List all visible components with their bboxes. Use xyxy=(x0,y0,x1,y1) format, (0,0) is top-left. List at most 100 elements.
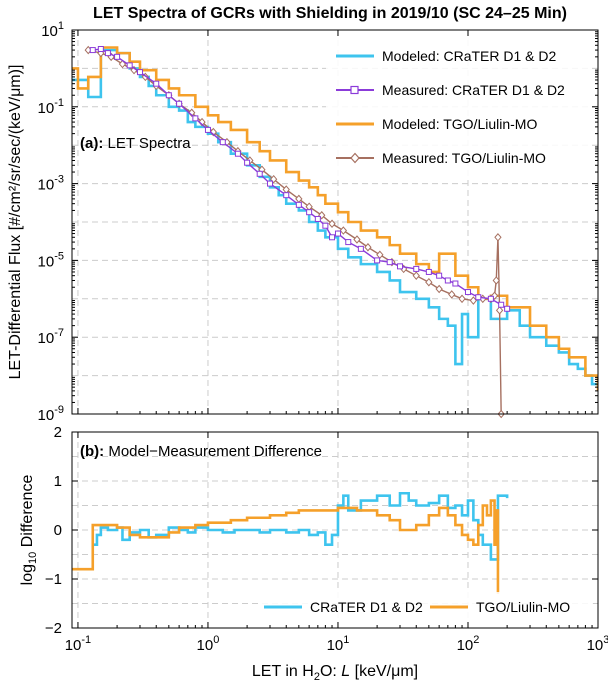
data-point-measured-tgo xyxy=(412,271,420,280)
legend-a-label: Measured: TGO/Liulin-MO xyxy=(382,150,546,166)
x-label-mid: O: xyxy=(320,663,341,680)
panel-a-label-text: LET Spectra xyxy=(103,135,191,152)
x-label-end: [keV/μm] xyxy=(350,663,418,680)
series-a xyxy=(72,45,598,419)
x-tick-label-base: 10 xyxy=(327,637,344,654)
legend-a-items: Modeled: CRaTER D1 & D2 Measured: CRaTER … xyxy=(336,48,565,166)
x-label-italic: L xyxy=(341,663,350,680)
data-point-measured-tgo xyxy=(458,294,466,304)
y-tick-label-a-base: 10 xyxy=(38,100,55,117)
x-label-main: LET in H xyxy=(252,663,314,680)
y-tick-label-a-base: 10 xyxy=(38,330,55,347)
y-tick-label-b: −1 xyxy=(45,571,62,588)
data-point-measured-crater xyxy=(357,245,364,252)
data-point-measured-tgo xyxy=(376,250,384,260)
data-point-measured-crater xyxy=(413,265,420,272)
y-tick-label-a-exp: -3 xyxy=(54,174,64,186)
data-point-measured-crater xyxy=(219,139,226,146)
data-point-measured-crater xyxy=(165,92,172,99)
data-point-measured-crater xyxy=(266,180,273,187)
legend-a-label: Measured: CRaTER D1 & D2 xyxy=(382,82,565,98)
legend-b: CRaTER D1 & D2 TGO/Liulin-MO xyxy=(258,592,593,622)
data-point-measured-crater xyxy=(444,277,451,284)
x-tick-label-exp: -1 xyxy=(81,634,91,646)
y-tick-label-a-exp: -1 xyxy=(54,97,64,109)
legend-a-marker-diamond xyxy=(350,152,360,164)
data-point-measured-tgo xyxy=(425,277,433,287)
data-point-measured-tgo xyxy=(209,127,218,137)
data-point-measured-crater xyxy=(322,222,329,229)
data-point-measured-tgo xyxy=(495,306,504,315)
y-tick-label-a: 10-7 xyxy=(38,327,64,347)
data-point-measured-crater xyxy=(283,192,290,199)
data-point-measured-crater xyxy=(136,69,143,76)
x-tick-label-base: 10 xyxy=(197,637,214,654)
data-point-measured-tgo xyxy=(353,235,361,244)
x-axis-label: LET in H2O: L [keV/μm] xyxy=(252,663,418,683)
y-tick-label-b: 1 xyxy=(54,473,62,490)
y-tick-label-b: 0 xyxy=(54,522,62,539)
x-tick-label-exp: 2 xyxy=(473,634,479,646)
x-tick-label-base: 10 xyxy=(457,637,474,654)
x-tick-label-exp: 0 xyxy=(213,634,219,646)
data-point-measured-crater xyxy=(153,80,160,87)
data-point-measured-crater xyxy=(425,268,432,275)
data-point-measured-crater xyxy=(234,150,241,157)
x-label-sub: 2 xyxy=(314,671,320,683)
data-point-measured-tgo xyxy=(269,174,278,184)
series-line-b-1 xyxy=(72,499,500,594)
data-point-measured-crater xyxy=(204,126,211,133)
series-line-a-0 xyxy=(72,48,598,388)
y-tick-label-b: 2 xyxy=(54,424,62,441)
data-point-measured-crater xyxy=(176,100,183,107)
data-point-measured-crater xyxy=(104,50,111,57)
legend-a-label: Modeled: TGO/Liulin-MO xyxy=(382,116,537,132)
x-tick-label-exp: 1 xyxy=(343,634,349,646)
data-point-measured-crater xyxy=(386,259,393,266)
y-label-b-prefix: log xyxy=(19,564,36,585)
legend-a-label: Modeled: CRaTER D1 & D2 xyxy=(382,48,557,64)
data-point-measured-crater xyxy=(306,209,313,216)
data-point-measured-crater xyxy=(452,280,459,287)
data-point-measured-crater xyxy=(114,53,121,60)
data-point-measured-tgo xyxy=(141,72,150,82)
data-point-measured-crater xyxy=(126,62,133,69)
series-b xyxy=(72,491,509,594)
y-tick-label-a-base: 10 xyxy=(41,23,58,40)
y-tick-label-a-exp: -5 xyxy=(54,250,64,262)
panel-b-label-bold: (b): xyxy=(80,443,104,460)
panel-a-label-bold: (a): xyxy=(80,135,103,152)
data-point-measured-crater xyxy=(487,295,494,302)
data-point-measured-crater xyxy=(329,234,336,241)
data-point-measured-crater xyxy=(504,305,511,312)
data-point-measured-crater xyxy=(374,257,381,264)
data-point-measured-crater xyxy=(314,215,321,222)
data-point-measured-crater xyxy=(192,115,199,122)
y-tick-label-b: −2 xyxy=(45,620,62,637)
legend-b-label: TGO/Liulin-MO xyxy=(476,599,570,615)
x-tick-label-exp: 3 xyxy=(603,634,608,646)
panel-b-label: (b): Model−Measurement Difference xyxy=(80,443,322,460)
x-tick-label-base: 10 xyxy=(65,637,82,654)
y-tick-label-a: 10-9 xyxy=(38,404,64,424)
data-point-measured-crater xyxy=(436,272,443,279)
series-line-b-0 xyxy=(92,491,509,561)
data-point-measured-tgo xyxy=(364,242,372,252)
data-point-measured-tgo xyxy=(490,291,499,301)
panel-b-label-text: Model−Measurement Difference xyxy=(104,443,322,460)
chart-title: LET Spectra of GCRs with Shielding in 20… xyxy=(93,5,567,22)
legend-a: Modeled: CRaTER D1 & D2 Measured: CRaTER … xyxy=(326,36,591,176)
legend-a-box xyxy=(326,36,591,176)
data-point-measured-crater xyxy=(256,170,263,177)
panel-a-label: (a): LET Spectra xyxy=(80,135,191,152)
data-point-measured-crater xyxy=(295,201,302,208)
y-tick-label-a: 101 xyxy=(41,20,64,40)
data-point-measured-crater xyxy=(498,301,505,308)
data-point-measured-crater xyxy=(244,159,251,166)
data-point-measured-crater xyxy=(397,263,404,270)
